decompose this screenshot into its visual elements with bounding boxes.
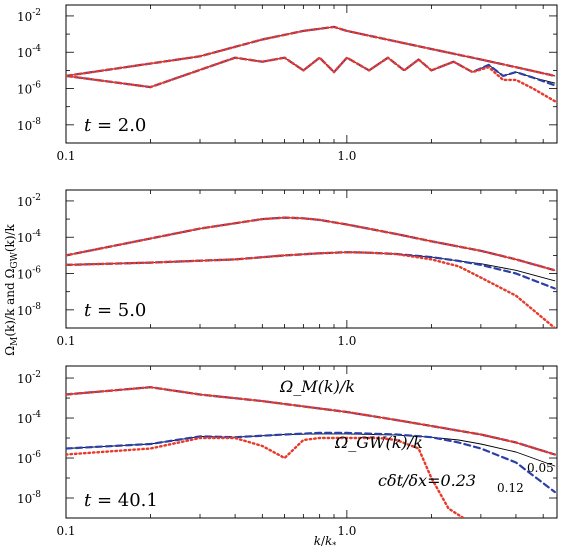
- series-line-blue-dashed: [66, 56, 556, 89]
- x-axis-label: k/k*: [314, 534, 337, 550]
- x-tick-label: 1.0: [337, 334, 356, 348]
- y-tick-label: 10-8: [17, 490, 41, 506]
- x-tick-label: 0.1: [56, 149, 75, 163]
- y-tick-label: 10-4: [17, 410, 41, 426]
- plot-frame: [65, 4, 558, 144]
- y-tick-label: 10-6: [17, 81, 41, 97]
- series-line-red-dotted: [66, 56, 556, 103]
- series-line-red-dotted: [66, 251, 556, 328]
- panel-3: 0.1 1.0 10-2 10-4 10-6 10-8 t = 40.1 Ω_M(k)/k Ω_…: [17, 365, 558, 538]
- annotation-2: Ω_GW(k)/k: [334, 433, 423, 452]
- series-group: [66, 25, 556, 103]
- y-tick-label: 10-6: [17, 450, 41, 466]
- plot-frame: [65, 189, 558, 329]
- annotation-1: Ω_M(k)/k: [279, 377, 355, 396]
- y-tick-label: 10-8: [17, 302, 41, 318]
- y-tick-label: 10-2: [17, 193, 41, 209]
- y-tick-label: 10-2: [17, 8, 41, 24]
- series-group: [66, 386, 556, 518]
- annotation-4: 0.12: [497, 481, 524, 495]
- series-line-red-dotted: [66, 25, 556, 78]
- panel-2: 0.1 1.0 10-2 10-4 10-6 10-8 t = 5.0: [17, 189, 558, 348]
- annotation-3: cδt/δx=0.23: [378, 471, 476, 490]
- y-tick-label: 10-8: [17, 117, 41, 133]
- x-tick-label: 0.1: [56, 334, 75, 348]
- series-line-red-dotted: [66, 386, 556, 456]
- series-line-blue-dashed: [66, 431, 556, 494]
- series-line-black-solid: [66, 57, 556, 88]
- panel-time-label: t = 40.1: [84, 490, 158, 511]
- annotation-5: 0.05: [527, 461, 554, 475]
- series-line-black-solid: [66, 251, 556, 282]
- series-line-red-dotted: [66, 216, 556, 272]
- y-tick-label: 10-2: [17, 370, 41, 386]
- series-group: [66, 216, 556, 328]
- y-tick-label: 10-6: [17, 266, 41, 282]
- panel-time-label: t = 2.0: [84, 115, 146, 136]
- y-tick-label: 10-4: [17, 229, 41, 245]
- x-tick-label: 1.0: [337, 524, 356, 538]
- plot-frame: [65, 365, 558, 519]
- x-tick-label: 1.0: [337, 149, 356, 163]
- series-line-red-dotted: [66, 436, 465, 518]
- y-tick-label: 10-4: [17, 44, 41, 60]
- panel-time-label: t = 5.0: [84, 300, 146, 321]
- x-tick-label: 0.1: [56, 524, 75, 538]
- y-axis-label: ΩM(k)/k and ΩGW(k)/k: [3, 223, 20, 355]
- panel-1: 0.1 1.0 10-2 10-4 10-6 10-8 t = 2.0: [17, 4, 558, 163]
- series-line-blue-dashed: [66, 251, 556, 290]
